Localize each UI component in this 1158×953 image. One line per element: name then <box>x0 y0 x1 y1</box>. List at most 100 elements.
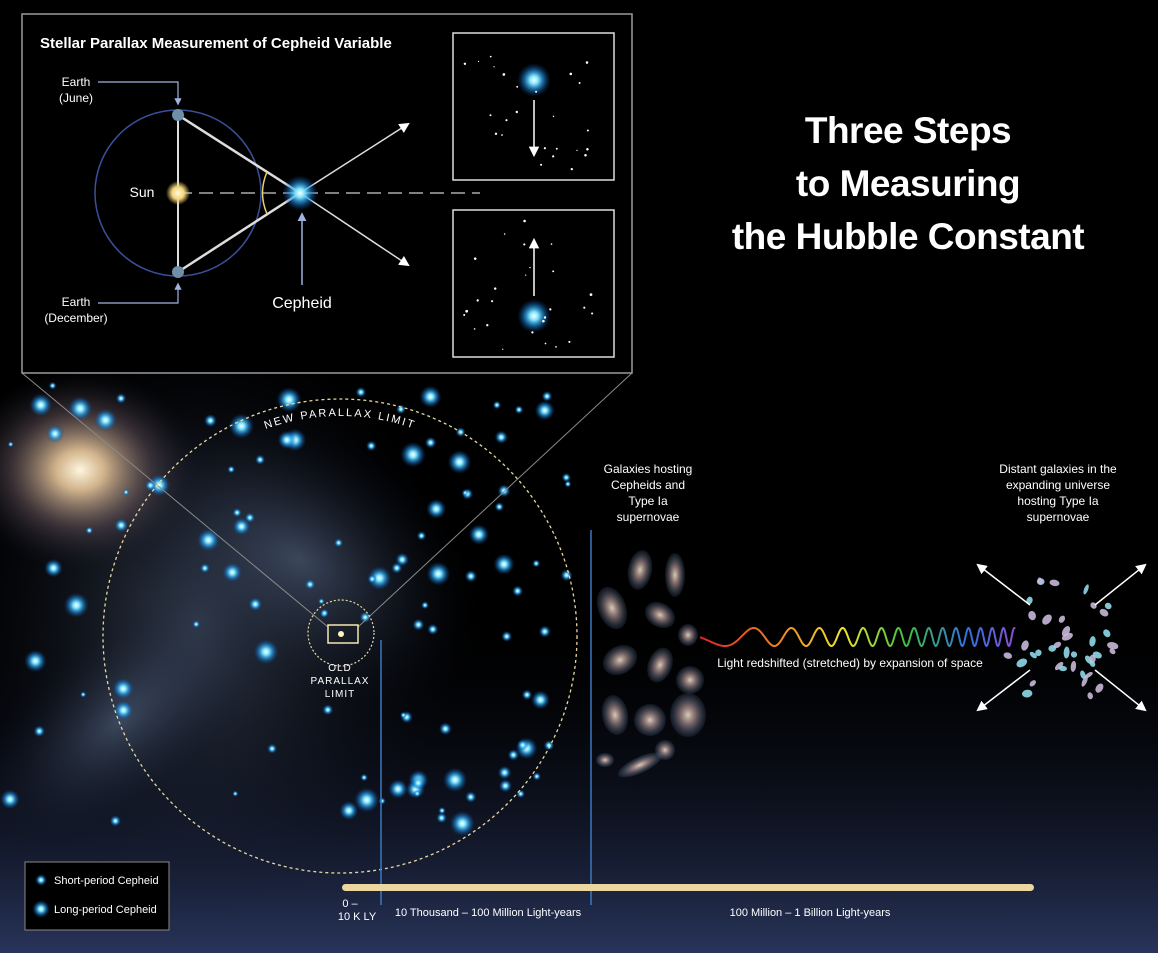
cepheid-star <box>253 639 278 664</box>
cepheid-star <box>469 524 489 544</box>
sky-dot <box>568 341 570 343</box>
cepheid-star <box>44 559 63 578</box>
cepheid-star <box>24 650 47 673</box>
cepheid-star <box>359 612 371 624</box>
sky-dot <box>495 133 497 135</box>
sky-dot <box>503 74 505 76</box>
cepheid-star <box>400 442 426 468</box>
sky-dot <box>544 316 546 318</box>
cepheid-star <box>495 431 508 444</box>
sky-dot <box>504 233 506 235</box>
earth-label: Earth <box>62 75 91 89</box>
host-galaxies-label: Galaxies hosting <box>604 462 693 476</box>
cepheid-star <box>322 704 333 715</box>
sky-dot <box>490 56 492 58</box>
cepheid-star <box>255 455 265 465</box>
cepheid-star <box>561 569 573 581</box>
main-title: the Hubble Constant <box>732 216 1084 257</box>
cepheid-star <box>305 579 316 590</box>
sun <box>166 181 190 205</box>
sky-dot <box>463 314 465 316</box>
sky-dot <box>542 320 545 323</box>
distance-scale-bar <box>342 884 1034 891</box>
cepheid-star <box>197 529 220 552</box>
old-parallax-label: PARALLAX <box>311 676 370 687</box>
cepheid-star <box>465 791 476 802</box>
sun-dot <box>338 631 344 637</box>
main-title: Three Steps <box>805 110 1011 151</box>
legend-box <box>25 862 169 930</box>
cepheid-star <box>531 690 550 709</box>
host-galaxies-label: Type Ia <box>628 494 668 508</box>
host-galaxies-label: supernovae <box>617 510 680 524</box>
inset-title: Stellar Parallax Measurement of Cepheid … <box>40 35 392 52</box>
sky-dot <box>549 308 551 310</box>
galaxy <box>665 553 685 597</box>
cepheid-star <box>49 382 57 390</box>
galaxy <box>655 740 675 760</box>
sky-dot <box>553 116 554 117</box>
cepheid-star <box>499 779 512 792</box>
sky-dot <box>486 324 488 326</box>
main-title: to Measuring <box>796 163 1020 204</box>
scale-label: 10 K LY <box>338 911 377 923</box>
cepheid-star <box>450 811 475 836</box>
cepheid-star <box>533 772 541 780</box>
sky-dot <box>516 111 518 113</box>
cepheid-star <box>334 538 343 547</box>
sky-dot <box>552 270 554 272</box>
cepheid-label: Cepheid <box>272 295 332 312</box>
galaxy <box>634 704 666 736</box>
earth-label: Earth <box>62 295 91 309</box>
galaxy <box>670 693 706 737</box>
cepheid-star <box>412 619 424 631</box>
sky-dot <box>490 114 492 116</box>
galaxy <box>1049 579 1060 587</box>
cepheid-star <box>123 489 130 496</box>
distant-galaxies-label: Distant galaxies in the <box>999 462 1117 476</box>
cepheid-star <box>227 465 235 473</box>
cepheid-star <box>232 517 250 535</box>
cepheid-star <box>46 425 64 443</box>
sun-label: Sun <box>130 184 155 200</box>
cepheid-star <box>448 450 472 474</box>
cepheid-star <box>320 609 329 618</box>
earth <box>172 109 184 121</box>
sky-dot <box>576 150 577 151</box>
cepheid-star <box>200 563 210 573</box>
sky-dot <box>540 164 542 166</box>
cepheid-star <box>419 386 441 408</box>
galaxy <box>625 548 656 592</box>
cepheid-star <box>232 508 241 517</box>
cepheid-star <box>29 393 52 416</box>
cepheid-star <box>204 414 217 427</box>
cepheid-star <box>282 175 318 211</box>
sky-dot <box>523 220 526 223</box>
cepheid-star <box>229 413 254 438</box>
cepheid-star <box>411 776 425 790</box>
cepheid-star <box>276 387 301 412</box>
legend-label: Long-period Cepheid <box>54 904 157 916</box>
redshift-label: Light redshifted (stretched) by expansio… <box>717 656 983 670</box>
sky-dot <box>591 312 593 314</box>
scale-label: 10 Thousand – 100 Million Light-years <box>395 907 582 919</box>
cepheid-star <box>0 789 20 809</box>
old-parallax-label: OLD <box>328 663 352 674</box>
sky-dot <box>474 328 476 330</box>
cepheid-star <box>508 749 519 760</box>
infographic: NEW PARALLAX LIMIT OLD PARALLAX LIMIT 0 … <box>0 0 1158 953</box>
distant-galaxies-label: expanding universe <box>1006 478 1110 492</box>
sky-dot <box>529 267 530 268</box>
cepheid-star <box>396 404 406 414</box>
sky-dot <box>556 148 558 150</box>
cepheid-star <box>417 531 426 540</box>
sky-dot <box>491 300 493 302</box>
sky-dot <box>552 155 554 157</box>
sky-dot <box>478 61 479 62</box>
cepheid-star <box>439 722 452 735</box>
distant-galaxies-label: hosting Type Ia <box>1017 494 1098 508</box>
galaxy <box>1082 584 1090 595</box>
cepheid-star <box>68 396 93 421</box>
earth-label: (December) <box>44 311 107 325</box>
cepheid-star <box>501 631 512 642</box>
